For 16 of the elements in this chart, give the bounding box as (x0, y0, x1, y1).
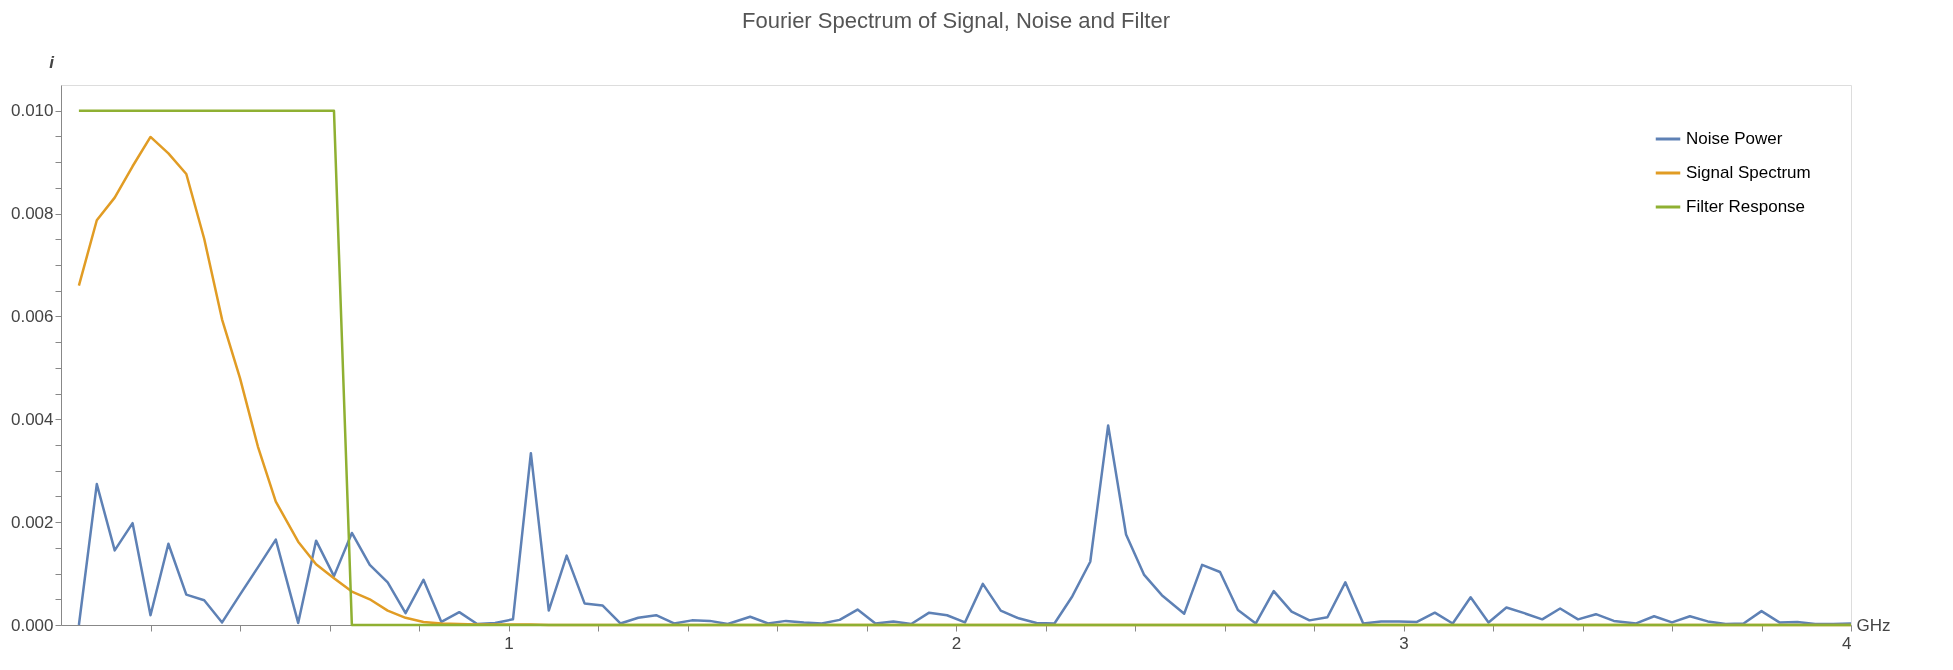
chart-title: Fourier Spectrum of Signal, Noise and Filter (742, 8, 1170, 33)
x-tick-label: 2 (951, 633, 962, 653)
y-tick-label: 0.000 (10, 615, 54, 635)
y-tick-label: 0.002 (10, 512, 54, 532)
y-tick-label: 0.004 (10, 409, 54, 429)
y-tick-label: 0.010 (10, 101, 54, 121)
x-tick-label: 1 (504, 633, 514, 653)
legend-label: Filter Response (1686, 197, 1806, 216)
x-axis-title: GHz (1856, 615, 1891, 635)
y-axis-title: i (49, 52, 56, 72)
y-tick-label: 0.008 (10, 204, 54, 224)
x-tick-label: 3 (1399, 633, 1409, 653)
y-tick-label: 0.006 (10, 306, 54, 326)
legend-label: Signal Spectrum (1686, 163, 1811, 182)
x-tick-label: 4 (1842, 633, 1852, 653)
legend-label: Noise Power (1686, 129, 1783, 148)
